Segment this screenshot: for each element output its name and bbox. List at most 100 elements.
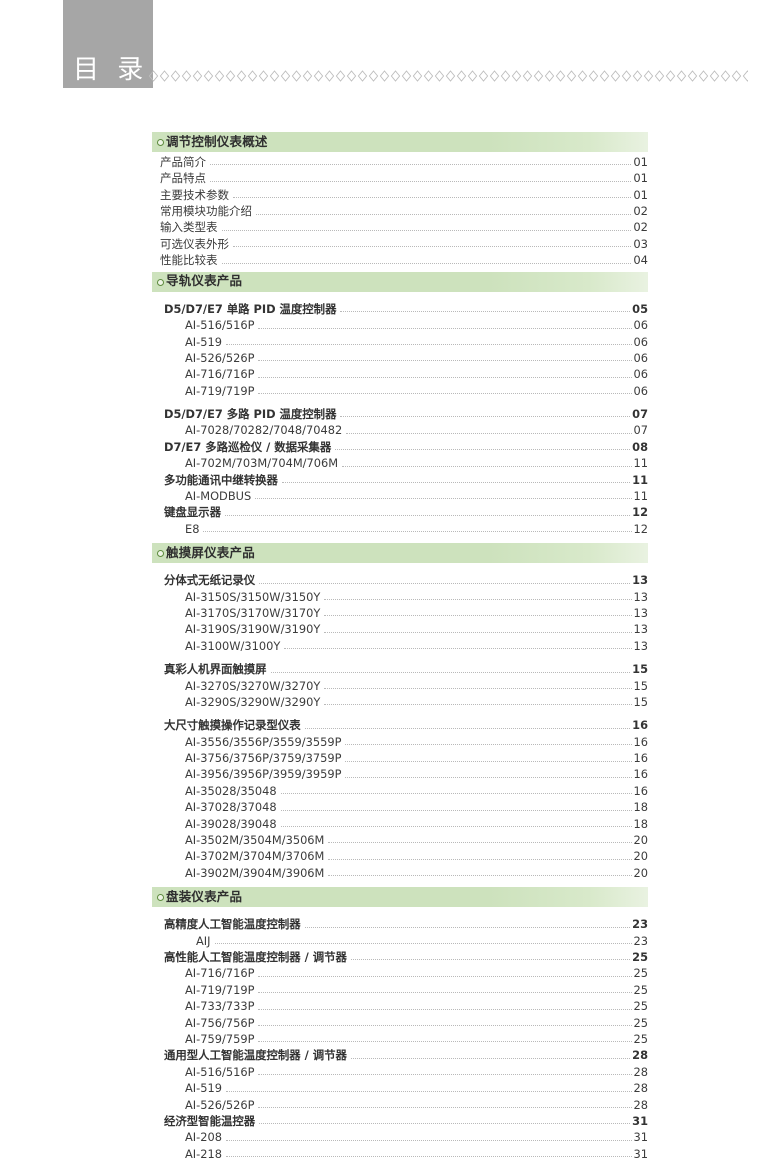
dot-leader xyxy=(255,498,632,500)
toc-entry-page-number: 23 xyxy=(632,917,648,932)
section-header[interactable]: 触摸屏仪表产品 xyxy=(152,543,648,564)
toc-entry[interactable]: AI-7028/70282/7048/70482 07 xyxy=(152,420,648,437)
toc-entry-page-number: 25 xyxy=(633,999,649,1014)
toc-entry-label: AI-3150S/3150W/3150Y xyxy=(185,589,321,604)
toc-entry-list: 分体式无纸记录仪 13 AI-3150S/3150W/3150Y 13 AI-3170S… xyxy=(152,570,648,879)
toc-entry[interactable]: AI-3702M/3704M/3706M 20 xyxy=(152,846,648,863)
toc-entry-page-number: 06 xyxy=(633,383,649,398)
toc-entry[interactable]: AI-37028/37048 18 xyxy=(152,797,648,813)
toc-entry[interactable]: AI-756/756P 25 xyxy=(152,1013,648,1029)
dot-leader xyxy=(233,197,632,199)
title-block: 目 录 xyxy=(63,0,153,88)
toc-entry-label: AI-35028/35048 xyxy=(185,783,277,798)
toc-entry[interactable]: AI-516/516P 28 xyxy=(152,1062,648,1078)
toc-entry[interactable]: AI-MODBUS 11 xyxy=(152,486,648,502)
toc-entry[interactable]: AI-702M/703M/704M/706M 11 xyxy=(152,453,648,469)
toc-entry-label: AI-3556/3556P/3559/3559P xyxy=(185,734,342,749)
toc-entry-page-number: 16 xyxy=(633,767,649,782)
toc-entry[interactable]: AI-719/719P 06 xyxy=(152,381,648,397)
toc-entry[interactable]: 大尺寸触摸操作记录型仪表 16 xyxy=(152,715,648,731)
toc-entry[interactable]: AI-519 06 xyxy=(152,332,648,348)
toc-entry[interactable]: AIJ 23 xyxy=(152,931,648,947)
section-header-label: 调节控制仪表概述 xyxy=(166,133,268,149)
toc-entry[interactable]: 高精度人工智能温度控制器 23 xyxy=(152,914,648,930)
toc-entry-page-number: 08 xyxy=(632,439,648,454)
toc-entry[interactable]: AI-3956/3956P/3959/3959P 16 xyxy=(152,765,648,781)
dot-leader xyxy=(304,926,631,928)
toc-entry-label: AI-3270S/3270W/3270Y xyxy=(185,678,321,693)
dot-leader xyxy=(203,531,632,533)
toc-entry[interactable]: AI-733/733P 25 xyxy=(152,996,648,1012)
toc-entry[interactable]: 常用模块功能介绍 02 xyxy=(152,201,648,217)
toc-entry[interactable]: AI-3170S/3170W/3170Y 13 xyxy=(152,603,648,619)
dot-leader xyxy=(221,229,632,231)
section-spacer xyxy=(0,1160,777,1168)
toc-entry[interactable]: AI-35028/35048 16 xyxy=(152,781,648,797)
toc-entry-label: 经济型智能温控器 xyxy=(164,1113,256,1128)
toc-entry[interactable]: AI-3100W/3100Y 13 xyxy=(152,636,648,652)
toc-entry[interactable]: D5/D7/E7 多路 PID 温度控制器 07 xyxy=(152,404,648,420)
toc-entry[interactable]: AI-716/716P 25 xyxy=(152,963,648,979)
toc-entry[interactable]: AI-519 28 xyxy=(152,1078,648,1094)
toc-entry[interactable]: 产品简介 01 xyxy=(152,152,648,168)
toc-entry[interactable]: 主要技术参数 01 xyxy=(152,185,648,201)
dot-leader xyxy=(258,992,632,994)
toc-entry-label: D7/E7 多路巡检仪 / 数据采集器 xyxy=(164,439,332,454)
toc-entry[interactable]: 键盘显示器 12 xyxy=(152,502,648,518)
toc-entry[interactable]: D5/D7/E7 单路 PID 温度控制器 05 xyxy=(152,299,648,315)
toc-entry[interactable]: AI-759/759P 25 xyxy=(152,1029,648,1045)
toc-entry-label: AI-756/756P xyxy=(185,1015,255,1030)
toc-entry[interactable]: 经济型智能温控器 31 xyxy=(152,1111,648,1127)
toc-entry[interactable]: AI-526/526P 28 xyxy=(152,1095,648,1111)
toc-entry[interactable]: AI-3756/3756P/3759/3759P 16 xyxy=(152,748,648,764)
toc-entry-label: 常用模块功能介绍 xyxy=(160,204,252,219)
ring-bullet-icon xyxy=(157,139,164,146)
toc-entry[interactable]: 高性能人工智能温度控制器 / 调节器 25 xyxy=(152,947,648,963)
section-header[interactable]: 调节控制仪表概述 xyxy=(152,132,648,152)
toc-entry[interactable]: AI-3556/3556P/3559/3559P 16 xyxy=(152,732,648,748)
section-header[interactable]: 导轨仪表产品 xyxy=(152,271,648,292)
toc-entry-page-number: 13 xyxy=(633,605,649,620)
toc-entry[interactable]: 产品特点 01 xyxy=(152,168,648,184)
toc-entry[interactable]: AI-3290S/3290W/3290Y 15 xyxy=(152,692,648,708)
toc-entry-label: 大尺寸触摸操作记录型仪表 xyxy=(164,718,301,733)
toc-entry[interactable]: D7/E7 多路巡检仪 / 数据采集器 08 xyxy=(152,437,648,453)
toc-entry[interactable]: AI-716/716P 06 xyxy=(152,364,648,380)
toc-entry-label: AI-759/759P xyxy=(185,1031,255,1046)
toc-entry[interactable]: AI-39028/39048 18 xyxy=(152,814,648,830)
toc-entry-page-number: 28 xyxy=(633,1064,649,1079)
toc-entry[interactable]: 多功能通讯中继转换器 11 xyxy=(152,470,648,486)
toc-entry[interactable]: AI-719/719P 25 xyxy=(152,980,648,996)
dot-leader xyxy=(259,1123,631,1125)
dot-leader xyxy=(233,246,632,248)
toc-entry[interactable]: AI-3902M/3904M/3906M 20 xyxy=(152,863,648,879)
toc-entry-page-number: 23 xyxy=(633,933,649,948)
section-header[interactable]: 盘装仪表产品 xyxy=(152,887,648,908)
toc-entry[interactable]: 分体式无纸记录仪 13 xyxy=(152,570,648,586)
dot-leader xyxy=(328,875,632,877)
toc-entry[interactable]: 真彩人机界面触摸屏 15 xyxy=(152,659,648,675)
toc-entry[interactable]: AI-516/516P 06 xyxy=(152,315,648,331)
toc-entry[interactable]: AI-526/526P 06 xyxy=(152,348,648,364)
toc-entry-label: AI-716/716P xyxy=(185,367,255,382)
toc-entry-label: 可选仪表外形 xyxy=(160,236,229,251)
toc-entry[interactable]: 性能比较表 04 xyxy=(152,250,648,266)
toc-entry[interactable]: E8 12 xyxy=(152,519,648,535)
toc-entry-list: D5/D7/E7 单路 PID 温度控制器 05 AI-516/516P 06 AI-5… xyxy=(152,299,648,535)
toc-entry-page-number: 03 xyxy=(633,236,648,251)
toc-entry[interactable]: AI-3190S/3190W/3190Y 13 xyxy=(152,619,648,635)
toc-entry[interactable]: 输入类型表 02 xyxy=(152,218,648,234)
toc-entry[interactable]: AI-3270S/3270W/3270Y 15 xyxy=(152,676,648,692)
toc-entry-page-number: 20 xyxy=(633,865,649,880)
dot-leader xyxy=(345,744,632,746)
dot-leader xyxy=(258,376,632,378)
toc-entry[interactable]: AI-3502M/3504M/3506M 20 xyxy=(152,830,648,846)
toc-entry-page-number: 18 xyxy=(633,816,649,831)
dot-leader xyxy=(259,582,631,584)
toc-entry-label: AI-3956/3956P/3959/3959P xyxy=(185,767,342,782)
toc-entry[interactable]: AI-218 31 xyxy=(152,1144,648,1160)
toc-entry[interactable]: AI-3150S/3150W/3150Y 13 xyxy=(152,587,648,603)
toc-entry[interactable]: 可选仪表外形 03 xyxy=(152,234,648,250)
toc-entry[interactable]: AI-208 31 xyxy=(152,1127,648,1143)
dot-leader xyxy=(226,1090,632,1092)
